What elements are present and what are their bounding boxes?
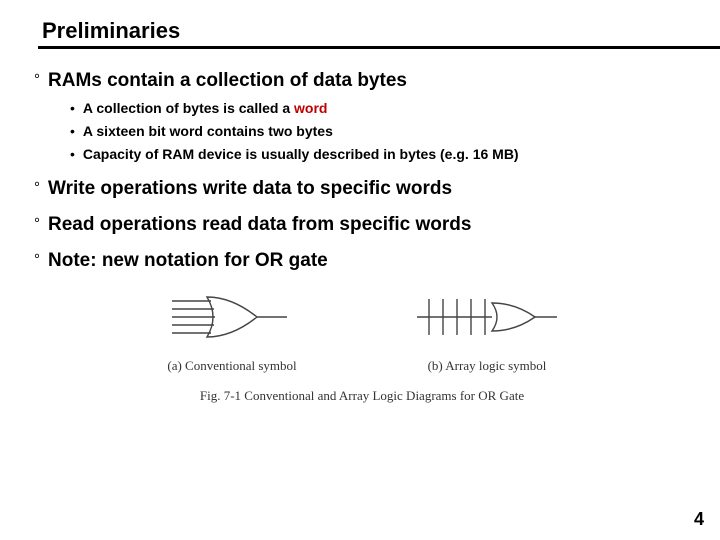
diagram-array: (b) Array logic symbol	[407, 287, 567, 374]
sub-text-pre: A collection of bytes is called a	[83, 100, 294, 116]
caption-a: (a) Conventional symbol	[157, 358, 307, 374]
bullet-text: RAMs contain a collection of data bytes	[48, 69, 407, 93]
sub-text: A sixteen bit word contains two bytes	[83, 122, 333, 140]
diagram-conventional: (a) Conventional symbol	[157, 287, 307, 374]
sub-list: • A collection of bytes is called a word…	[70, 99, 690, 163]
caption-b: (b) Array logic symbol	[407, 358, 567, 374]
slide-title: Preliminaries	[38, 18, 690, 44]
degree-bullet-icon: °	[34, 69, 40, 91]
sub-bullet: • Capacity of RAM device is usually desc…	[70, 145, 690, 163]
page-number: 4	[694, 509, 704, 530]
title-area: Preliminaries	[38, 18, 720, 49]
dot-bullet-icon: •	[70, 122, 75, 140]
sub-bullet: • A sixteen bit word contains two bytes	[70, 122, 690, 140]
bullet-text: Read operations read data from specific …	[48, 213, 471, 237]
bullet-main: ° RAMs contain a collection of data byte…	[34, 69, 690, 93]
sub-text: Capacity of RAM device is usually descri…	[83, 145, 519, 163]
degree-bullet-icon: °	[34, 249, 40, 271]
bullet-text: Write operations write data to specific …	[48, 177, 452, 201]
dot-bullet-icon: •	[70, 145, 75, 163]
figure-area: (a) Conventional symbol	[34, 287, 690, 404]
sub-text: A collection of bytes is called a word	[83, 99, 328, 117]
degree-bullet-icon: °	[34, 213, 40, 235]
content-area: ° RAMs contain a collection of data byte…	[30, 69, 690, 404]
degree-bullet-icon: °	[34, 177, 40, 199]
sub-bullet: • A collection of bytes is called a word	[70, 99, 690, 117]
or-gate-conventional-icon	[157, 287, 307, 347]
figure-caption: Fig. 7-1 Conventional and Array Logic Di…	[34, 388, 690, 404]
bullet-main: ° Write operations write data to specifi…	[34, 177, 690, 201]
or-gate-array-icon	[407, 287, 567, 347]
bullet-text: Note: new notation for OR gate	[48, 249, 328, 273]
bullet-main: ° Note: new notation for OR gate	[34, 249, 690, 273]
sub-text-red: word	[294, 100, 327, 116]
dot-bullet-icon: •	[70, 99, 75, 117]
bullet-main: ° Read operations read data from specifi…	[34, 213, 690, 237]
